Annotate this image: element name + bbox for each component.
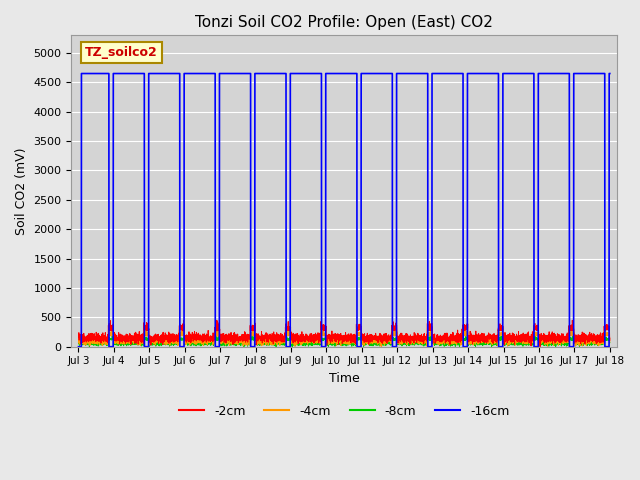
-2cm [606,335,614,341]
-16cm [170,71,178,76]
-2cm [213,317,221,323]
-8cm [493,339,501,345]
-8cm [434,340,442,346]
-8cm [240,344,248,349]
-2cm [170,335,178,341]
Line: -4cm: -4cm [79,329,610,347]
-8cm [324,340,332,346]
-2cm [463,326,471,332]
-8cm [108,333,116,338]
Y-axis label: Soil CO2 (mV): Soil CO2 (mV) [15,147,28,235]
-4cm [602,326,609,332]
-8cm [463,337,471,343]
-4cm [378,344,385,349]
-8cm [605,336,613,342]
-2cm [434,332,442,338]
-16cm [493,71,501,76]
Title: Tonzi Soil CO2 Profile: Open (East) CO2: Tonzi Soil CO2 Profile: Open (East) CO2 [195,15,493,30]
-4cm [605,333,613,338]
-8cm [75,340,83,346]
-2cm [536,344,544,349]
-4cm [606,339,614,345]
-2cm [493,335,501,340]
-8cm [606,339,614,345]
-4cm [434,338,442,344]
-4cm [463,329,471,335]
Line: -8cm: -8cm [79,336,610,347]
-4cm [324,340,332,346]
-4cm [75,338,83,344]
-4cm [170,341,178,347]
-16cm [434,71,442,76]
-8cm [170,339,178,345]
Text: TZ_soilco2: TZ_soilco2 [85,46,158,59]
Legend: -2cm, -4cm, -8cm, -16cm: -2cm, -4cm, -8cm, -16cm [174,400,515,423]
X-axis label: Time: Time [329,372,360,385]
-16cm [77,71,85,76]
Line: -16cm: -16cm [79,73,610,347]
-2cm [605,325,613,331]
-16cm [606,71,614,76]
-16cm [75,344,83,349]
-16cm [324,71,332,76]
-16cm [605,71,613,76]
-2cm [324,333,332,339]
-4cm [493,336,501,342]
-16cm [463,344,471,349]
-2cm [75,331,83,336]
Line: -2cm: -2cm [79,320,610,347]
